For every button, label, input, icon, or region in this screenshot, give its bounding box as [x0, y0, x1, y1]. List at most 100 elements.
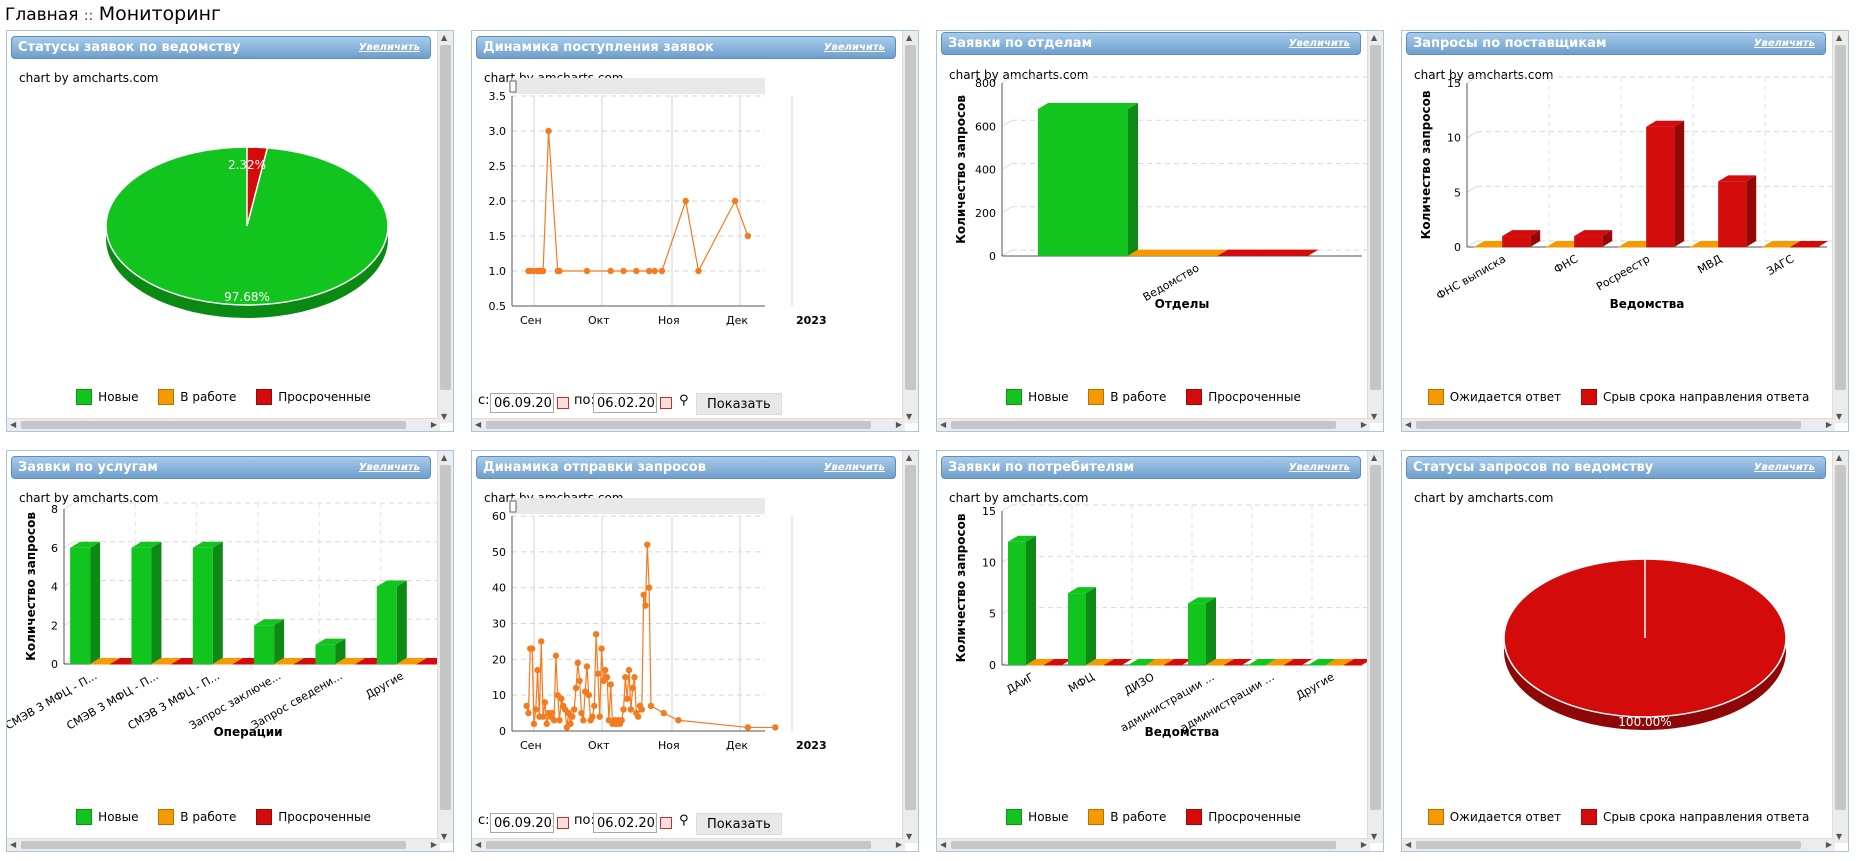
- horizontal-scrollbar[interactable]: ◀ ▶: [472, 838, 905, 851]
- scroll-left-arrow[interactable]: ◀: [475, 840, 482, 849]
- scroll-down-arrow[interactable]: ▼: [441, 412, 448, 421]
- scroll-up-arrow[interactable]: ▲: [1836, 453, 1843, 462]
- scroll-thumb[interactable]: [21, 421, 406, 429]
- scroll-thumb[interactable]: [486, 421, 871, 429]
- zoom-link[interactable]: Увеличить: [823, 42, 885, 53]
- zoom-link[interactable]: Увеличить: [358, 42, 420, 53]
- legend-item[interactable]: Ожидается ответ: [1427, 809, 1561, 825]
- horizontal-scrollbar[interactable]: ◀ ▶: [472, 418, 905, 431]
- scroll-left-arrow[interactable]: ◀: [1405, 840, 1412, 849]
- horizontal-scrollbar[interactable]: ◀ ▶: [937, 418, 1370, 431]
- scroll-right-arrow[interactable]: ▶: [1825, 840, 1832, 849]
- legend-item[interactable]: В работе: [158, 389, 236, 405]
- scroll-left-arrow[interactable]: ◀: [10, 840, 17, 849]
- scroll-down-arrow[interactable]: ▼: [1371, 412, 1378, 421]
- scroll-right-arrow[interactable]: ▶: [430, 420, 437, 429]
- chart-credit[interactable]: chart by amcharts.com: [1414, 491, 1554, 505]
- legend-item[interactable]: Просроченные: [1186, 809, 1301, 825]
- date-to-input[interactable]: 06.02.2023: [593, 393, 657, 413]
- scroll-left-arrow[interactable]: ◀: [475, 420, 482, 429]
- scroll-up-arrow[interactable]: ▲: [906, 33, 913, 42]
- calendar-icon[interactable]: [660, 397, 672, 409]
- scroll-up-arrow[interactable]: ▲: [1371, 453, 1378, 462]
- legend-item[interactable]: Просроченные: [256, 809, 371, 825]
- vertical-scrollbar[interactable]: ▲ ▼: [437, 451, 453, 843]
- scroll-thumb[interactable]: [440, 45, 451, 390]
- horizontal-scrollbar[interactable]: ◀ ▶: [7, 418, 440, 431]
- scroll-left-arrow[interactable]: ◀: [940, 420, 947, 429]
- scroll-thumb[interactable]: [440, 465, 451, 810]
- chart-credit[interactable]: chart by amcharts.com: [949, 491, 1089, 505]
- chart-credit[interactable]: chart by amcharts.com: [19, 491, 159, 505]
- vertical-scrollbar[interactable]: ▲ ▼: [1367, 451, 1383, 843]
- calendar-icon[interactable]: [660, 817, 672, 829]
- legend-item[interactable]: Новые: [1006, 389, 1068, 405]
- show-button[interactable]: Показать: [696, 393, 782, 415]
- vertical-scrollbar[interactable]: ▲ ▼: [1367, 31, 1383, 423]
- zoom-link[interactable]: Увеличить: [823, 462, 885, 473]
- scroll-thumb[interactable]: [486, 841, 871, 849]
- legend-item[interactable]: Срыв срока направления ответа: [1581, 809, 1809, 825]
- legend-item[interactable]: В работе: [158, 809, 236, 825]
- scroll-thumb[interactable]: [1370, 465, 1381, 810]
- legend-item[interactable]: Срыв срока направления ответа: [1581, 389, 1809, 405]
- scroll-right-arrow[interactable]: ▶: [1825, 420, 1832, 429]
- scroll-up-arrow[interactable]: ▲: [441, 33, 448, 42]
- horizontal-scrollbar[interactable]: ◀ ▶: [937, 838, 1370, 851]
- zoom-link[interactable]: Увеличить: [1753, 462, 1815, 473]
- calendar-icon[interactable]: [557, 397, 569, 409]
- scroll-thumb[interactable]: [1416, 841, 1801, 849]
- legend-item[interactable]: Просроченные: [256, 389, 371, 405]
- legend-item[interactable]: Новые: [76, 809, 138, 825]
- scroll-thumb[interactable]: [905, 465, 916, 810]
- zoom-link[interactable]: Увеличить: [1753, 38, 1815, 49]
- scroll-down-arrow[interactable]: ▼: [906, 832, 913, 841]
- chart-credit[interactable]: chart by amcharts.com: [949, 68, 1089, 82]
- scroll-thumb[interactable]: [951, 841, 1336, 849]
- scroll-up-arrow[interactable]: ▲: [1836, 33, 1843, 42]
- scroll-thumb[interactable]: [905, 45, 916, 390]
- scroll-thumb[interactable]: [1416, 421, 1801, 429]
- search-icon[interactable]: ⚲: [679, 813, 689, 828]
- chart-credit[interactable]: chart by amcharts.com: [19, 71, 159, 85]
- legend-item[interactable]: Новые: [1006, 809, 1068, 825]
- vertical-scrollbar[interactable]: ▲ ▼: [1832, 31, 1848, 423]
- scroll-down-arrow[interactable]: ▼: [1371, 832, 1378, 841]
- zoom-link[interactable]: Увеличить: [1288, 462, 1350, 473]
- legend-item[interactable]: Ожидается ответ: [1427, 389, 1561, 405]
- show-button[interactable]: Показать: [696, 813, 782, 835]
- zoom-link[interactable]: Увеличить: [1288, 38, 1350, 49]
- scroll-right-arrow[interactable]: ▶: [1360, 840, 1367, 849]
- scroll-left-arrow[interactable]: ◀: [1405, 420, 1412, 429]
- legend-item[interactable]: Новые: [76, 389, 138, 405]
- date-to-input[interactable]: 06.02.2023: [593, 813, 657, 833]
- scroll-down-arrow[interactable]: ▼: [441, 832, 448, 841]
- scroll-thumb[interactable]: [1835, 465, 1846, 810]
- scroll-up-arrow[interactable]: ▲: [1371, 33, 1378, 42]
- scroll-right-arrow[interactable]: ▶: [1360, 420, 1367, 429]
- legend-item[interactable]: Просроченные: [1186, 389, 1301, 405]
- scroll-up-arrow[interactable]: ▲: [441, 453, 448, 462]
- search-icon[interactable]: ⚲: [679, 393, 689, 408]
- scroll-left-arrow[interactable]: ◀: [940, 840, 947, 849]
- zoom-link[interactable]: Увеличить: [358, 462, 420, 473]
- date-from-input[interactable]: 06.09.2022: [490, 393, 554, 413]
- vertical-scrollbar[interactable]: ▲ ▼: [902, 451, 918, 843]
- breadcrumb-home[interactable]: Главная: [5, 5, 79, 25]
- calendar-icon[interactable]: [557, 817, 569, 829]
- horizontal-scrollbar[interactable]: ◀ ▶: [1402, 418, 1835, 431]
- chart-credit[interactable]: chart by amcharts.com: [1414, 68, 1554, 82]
- horizontal-scrollbar[interactable]: ◀ ▶: [7, 838, 440, 851]
- scroll-thumb[interactable]: [951, 421, 1336, 429]
- scroll-right-arrow[interactable]: ▶: [895, 420, 902, 429]
- scroll-down-arrow[interactable]: ▼: [1836, 832, 1843, 841]
- scroll-thumb[interactable]: [1370, 45, 1381, 390]
- vertical-scrollbar[interactable]: ▲ ▼: [1832, 451, 1848, 843]
- legend-item[interactable]: В работе: [1088, 389, 1166, 405]
- legend-item[interactable]: В работе: [1088, 809, 1166, 825]
- scroll-thumb[interactable]: [21, 841, 406, 849]
- scroll-down-arrow[interactable]: ▼: [1836, 412, 1843, 421]
- scroll-right-arrow[interactable]: ▶: [895, 840, 902, 849]
- scroll-right-arrow[interactable]: ▶: [430, 840, 437, 849]
- scroll-up-arrow[interactable]: ▲: [906, 453, 913, 462]
